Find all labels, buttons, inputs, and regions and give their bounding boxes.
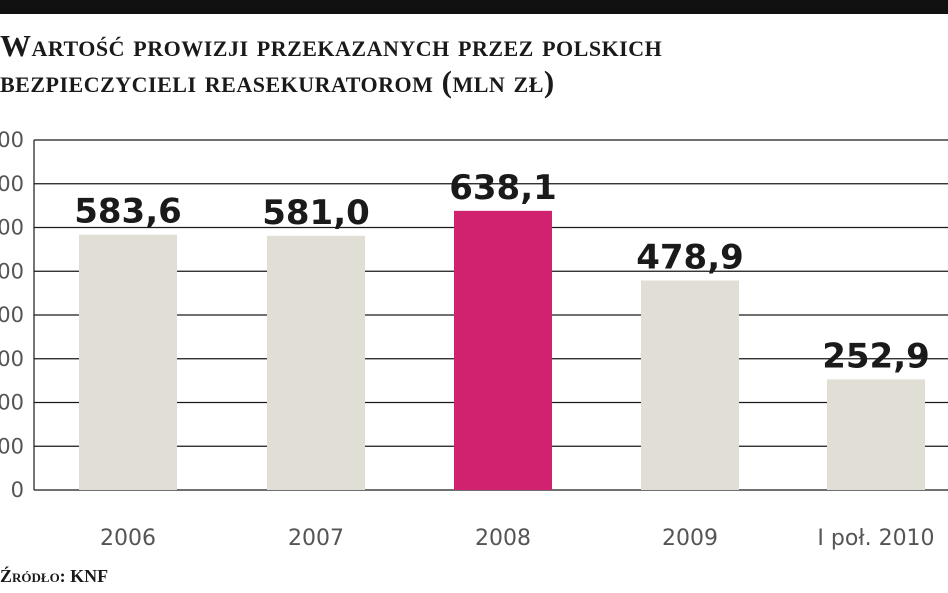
source-note: Źródło: KNF (0, 566, 109, 586)
data-label: 478,9 (636, 237, 744, 277)
data-label: 583,6 (74, 192, 182, 232)
bar (454, 210, 552, 491)
data-label: 638,1 (449, 168, 557, 208)
y-tick-label: 800 (0, 128, 24, 152)
x-tick-label: 2006 (100, 526, 156, 551)
x-tick-label: 2008 (475, 526, 531, 551)
data-label: 252,9 (822, 336, 930, 376)
y-tick-label: 100 (0, 434, 24, 458)
y-tick-label: 600 (0, 216, 24, 240)
chart-title-line-2: bezpieczycieli reasekuratorom (mln zł) (0, 64, 555, 99)
bar (267, 235, 365, 490)
chart-title-line-1: Wartość prowizji przekazanych przez pols… (0, 28, 663, 63)
y-tick-label: 500 (0, 259, 24, 283)
data-label: 581,0 (262, 193, 370, 233)
y-tick-label: 300 (0, 347, 24, 371)
y-tick-label: 400 (0, 303, 24, 327)
bar (79, 234, 177, 490)
y-tick-label: 0 (11, 478, 24, 502)
chart-title: Wartość prowizji przekazanych przez pols… (0, 28, 940, 100)
bar (641, 280, 739, 490)
top-rule (0, 0, 948, 14)
x-tick-label: I poł. 2010 (817, 526, 934, 551)
x-tick-label: 2009 (662, 526, 718, 551)
bar (827, 379, 925, 490)
y-tick-label: 200 (0, 391, 24, 415)
y-tick-label: 700 (0, 172, 24, 196)
x-tick-label: 2007 (288, 526, 344, 551)
